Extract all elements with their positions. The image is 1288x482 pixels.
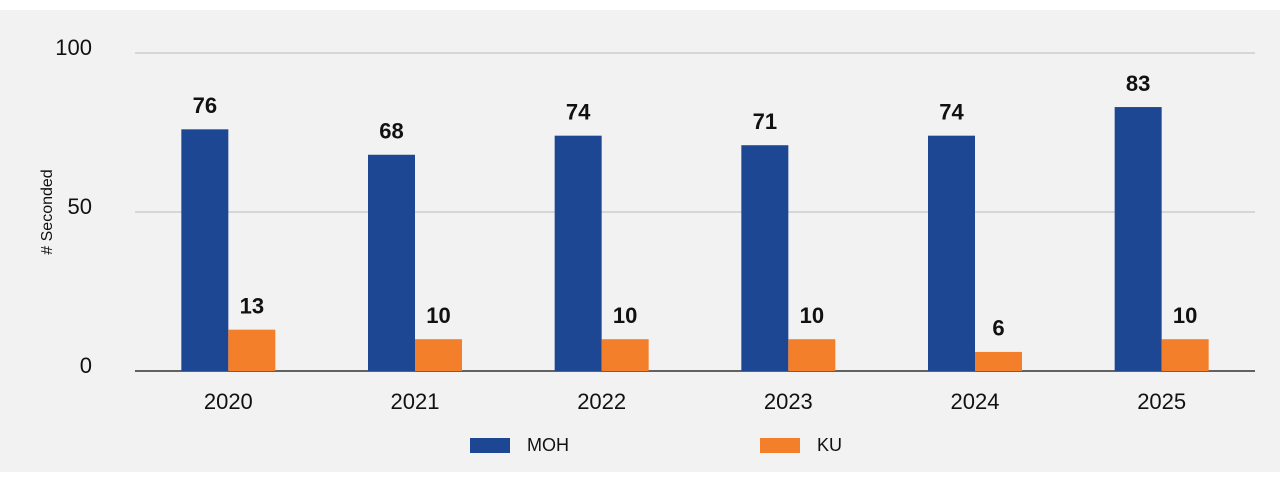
data-label: 10 [800, 303, 824, 328]
bar [415, 339, 462, 371]
y-axis-label: # Seconded [39, 169, 56, 254]
legend-label: KU [817, 435, 842, 455]
data-label: 71 [753, 109, 777, 134]
x-tick-label: 2020 [204, 389, 253, 414]
bar [788, 339, 836, 371]
y-tick-label: 100 [55, 35, 92, 60]
y-tick-label: 50 [68, 194, 92, 219]
legend-label: MOH [527, 435, 569, 455]
data-label: 10 [1173, 303, 1197, 328]
x-tick-label: 2021 [391, 389, 440, 414]
legend-swatch [470, 438, 510, 453]
data-label: 76 [193, 93, 217, 118]
data-label: 83 [1126, 71, 1150, 96]
bar [741, 145, 789, 371]
bar [1161, 339, 1209, 371]
legend-swatch [760, 438, 800, 453]
bar [181, 129, 229, 371]
data-label: 74 [939, 99, 964, 124]
x-tick-label: 2024 [951, 389, 1000, 414]
y-tick-label: 0 [80, 353, 92, 378]
bar [554, 135, 602, 371]
x-tick-label: 2022 [577, 389, 626, 414]
bar [1114, 107, 1162, 371]
bar [368, 154, 415, 371]
bar [975, 351, 1022, 371]
data-label: 74 [566, 99, 591, 124]
data-label: 6 [992, 316, 1004, 341]
x-tick-label: 2025 [1137, 389, 1186, 414]
bar [228, 329, 276, 371]
data-label: 10 [426, 303, 450, 328]
data-label: 68 [379, 119, 403, 144]
x-tick-label: 2023 [764, 389, 813, 414]
bar [928, 135, 975, 371]
data-label: 10 [613, 303, 637, 328]
data-label: 13 [240, 293, 264, 318]
bar [601, 339, 649, 371]
